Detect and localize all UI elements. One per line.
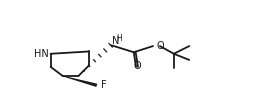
Text: O: O [157, 41, 164, 51]
Polygon shape [63, 76, 97, 87]
Text: HN: HN [34, 49, 49, 59]
Text: N: N [112, 36, 120, 46]
Text: H: H [116, 34, 122, 43]
Text: F: F [101, 80, 106, 90]
Text: O: O [133, 61, 141, 71]
